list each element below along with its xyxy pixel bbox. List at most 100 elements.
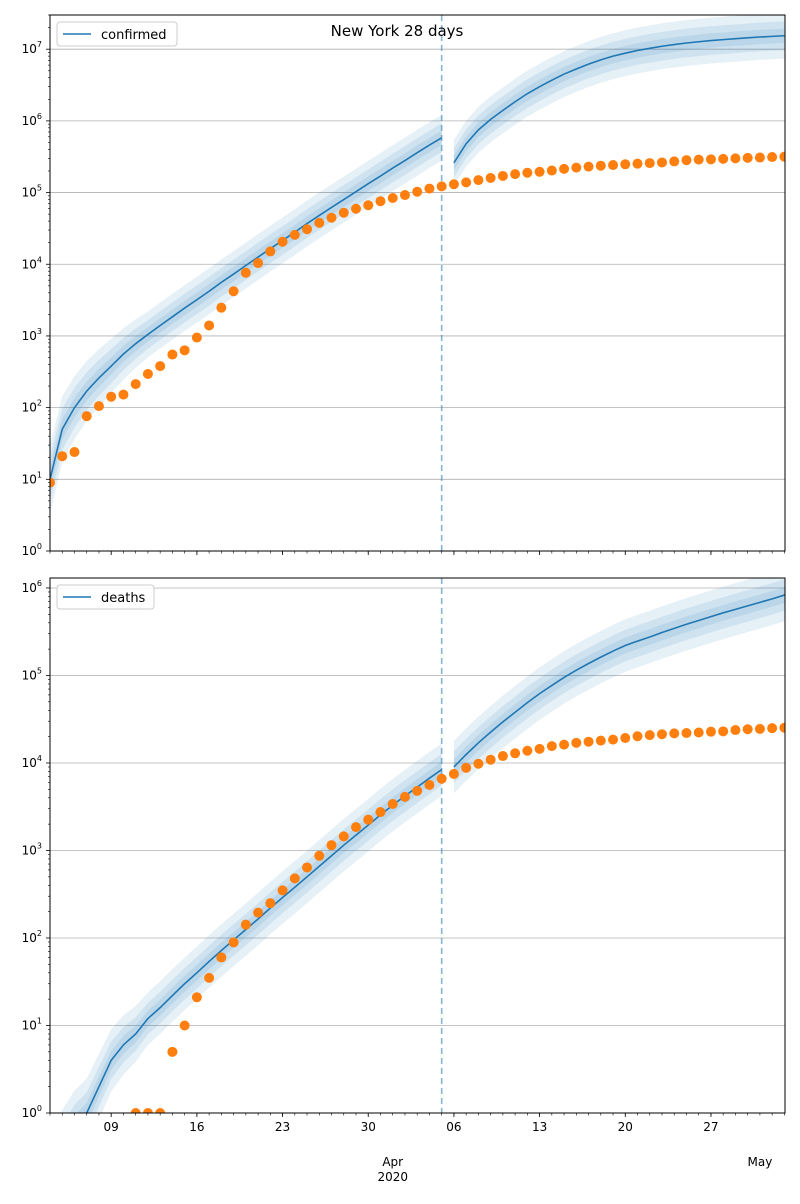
x-tick-label: 16 xyxy=(189,1120,204,1134)
y-tick-label: 101 xyxy=(22,470,42,486)
observed-point xyxy=(289,229,300,240)
forecast-band-0 xyxy=(453,15,785,186)
observed-point xyxy=(644,730,655,741)
observed-point xyxy=(705,726,716,737)
observed-point xyxy=(559,739,570,750)
observed-point xyxy=(522,745,533,756)
y-tick-label: 102 xyxy=(22,929,42,945)
observed-point xyxy=(265,898,276,909)
observed-point xyxy=(314,217,325,228)
observed-point xyxy=(510,169,521,180)
observed-point xyxy=(277,885,288,896)
observed-point xyxy=(693,154,704,165)
observed-point xyxy=(718,153,729,164)
legend-label: confirmed xyxy=(101,28,167,43)
legend-box xyxy=(56,584,155,610)
y-tick-label: 100 xyxy=(22,1104,42,1120)
forecast-line xyxy=(453,594,785,768)
observed-point xyxy=(179,1020,190,1031)
y-tick-label: 100 xyxy=(22,542,42,558)
y-tick-label: 104 xyxy=(22,754,42,770)
observed-point xyxy=(767,723,778,734)
y-tick-label: 101 xyxy=(22,1016,42,1032)
observed-point xyxy=(375,196,386,207)
observed-point xyxy=(485,754,496,765)
forecast-band-1 xyxy=(453,579,785,783)
forecast-band-2 xyxy=(453,586,785,775)
observed-point xyxy=(656,157,667,168)
observed-point xyxy=(57,451,68,462)
observed-point xyxy=(620,732,631,743)
y-tick-label: 106 xyxy=(22,112,42,128)
observed-point xyxy=(669,156,680,167)
observed-point xyxy=(730,725,741,736)
deaths-panel: 100 101 102 103 104 105 106 09 16 23 30 06 13 20 27 Apr… xyxy=(22,577,786,1184)
forecast-line xyxy=(453,34,785,164)
y-tick-label: 104 xyxy=(22,255,42,271)
observed-point xyxy=(681,155,692,166)
observed-point xyxy=(448,179,459,190)
axes-frame xyxy=(49,14,786,552)
x-tick-label: 30 xyxy=(361,1120,376,1134)
x-month-label: Apr xyxy=(382,1155,403,1169)
observed-point xyxy=(424,780,435,791)
observed-point xyxy=(608,734,619,745)
observed-point xyxy=(436,181,447,192)
observed-point xyxy=(302,862,313,873)
observed-point xyxy=(155,361,166,372)
y-tick-label: 105 xyxy=(22,184,42,200)
observed-point xyxy=(179,345,190,356)
confirmed-panel: 100 101 102 103 104 105 106 107 confirmed xyxy=(22,14,786,558)
observed-point xyxy=(754,723,765,734)
observed-point xyxy=(204,320,215,331)
observed-point xyxy=(216,952,227,963)
legend: deaths xyxy=(56,584,155,610)
observed-point xyxy=(534,166,545,177)
forecast-band-0 xyxy=(453,578,785,794)
y-tick-label: 107 xyxy=(22,40,42,56)
observed-point xyxy=(779,151,785,162)
fit-line xyxy=(50,137,443,480)
x-tick-label: 06 xyxy=(446,1120,461,1134)
observed-point xyxy=(130,379,141,390)
observed-point xyxy=(595,160,606,171)
observed-point xyxy=(485,172,496,183)
x-tick-label: 20 xyxy=(618,1120,633,1134)
y-tick-label: 102 xyxy=(22,399,42,415)
observed-point xyxy=(656,729,667,740)
axes-frame xyxy=(49,577,786,1114)
observed-point xyxy=(314,850,325,861)
observed-point xyxy=(448,768,459,779)
observed-point xyxy=(718,726,729,737)
observed-point xyxy=(742,724,753,735)
legend-box xyxy=(56,21,178,47)
y-tick-label: 103 xyxy=(22,841,42,857)
observed-point xyxy=(253,258,264,269)
legend-label: deaths xyxy=(101,591,146,606)
x-month-label: May xyxy=(748,1155,773,1169)
observed-point xyxy=(412,785,423,796)
observed-point xyxy=(142,368,153,379)
observed-point xyxy=(302,224,313,235)
observed-point xyxy=(399,791,410,802)
observed-point xyxy=(779,722,785,733)
observed-point xyxy=(681,728,692,739)
observed-point xyxy=(632,731,643,742)
observed-point xyxy=(167,349,178,360)
observed-point xyxy=(705,154,716,165)
observed-point xyxy=(155,1108,166,1113)
observed-point xyxy=(730,153,741,164)
observed-point xyxy=(167,1046,178,1057)
observed-point xyxy=(632,158,643,169)
observed-point xyxy=(583,161,594,172)
observed-point xyxy=(473,758,484,769)
observed-point xyxy=(461,177,472,188)
observed-point xyxy=(277,236,288,247)
observed-point xyxy=(204,972,215,983)
plot-area xyxy=(60,578,785,1113)
observed-point xyxy=(69,447,80,458)
observed-point xyxy=(216,302,227,313)
observed-point xyxy=(240,919,251,930)
fit-band-2 xyxy=(50,130,442,491)
observed-point xyxy=(130,1108,141,1113)
